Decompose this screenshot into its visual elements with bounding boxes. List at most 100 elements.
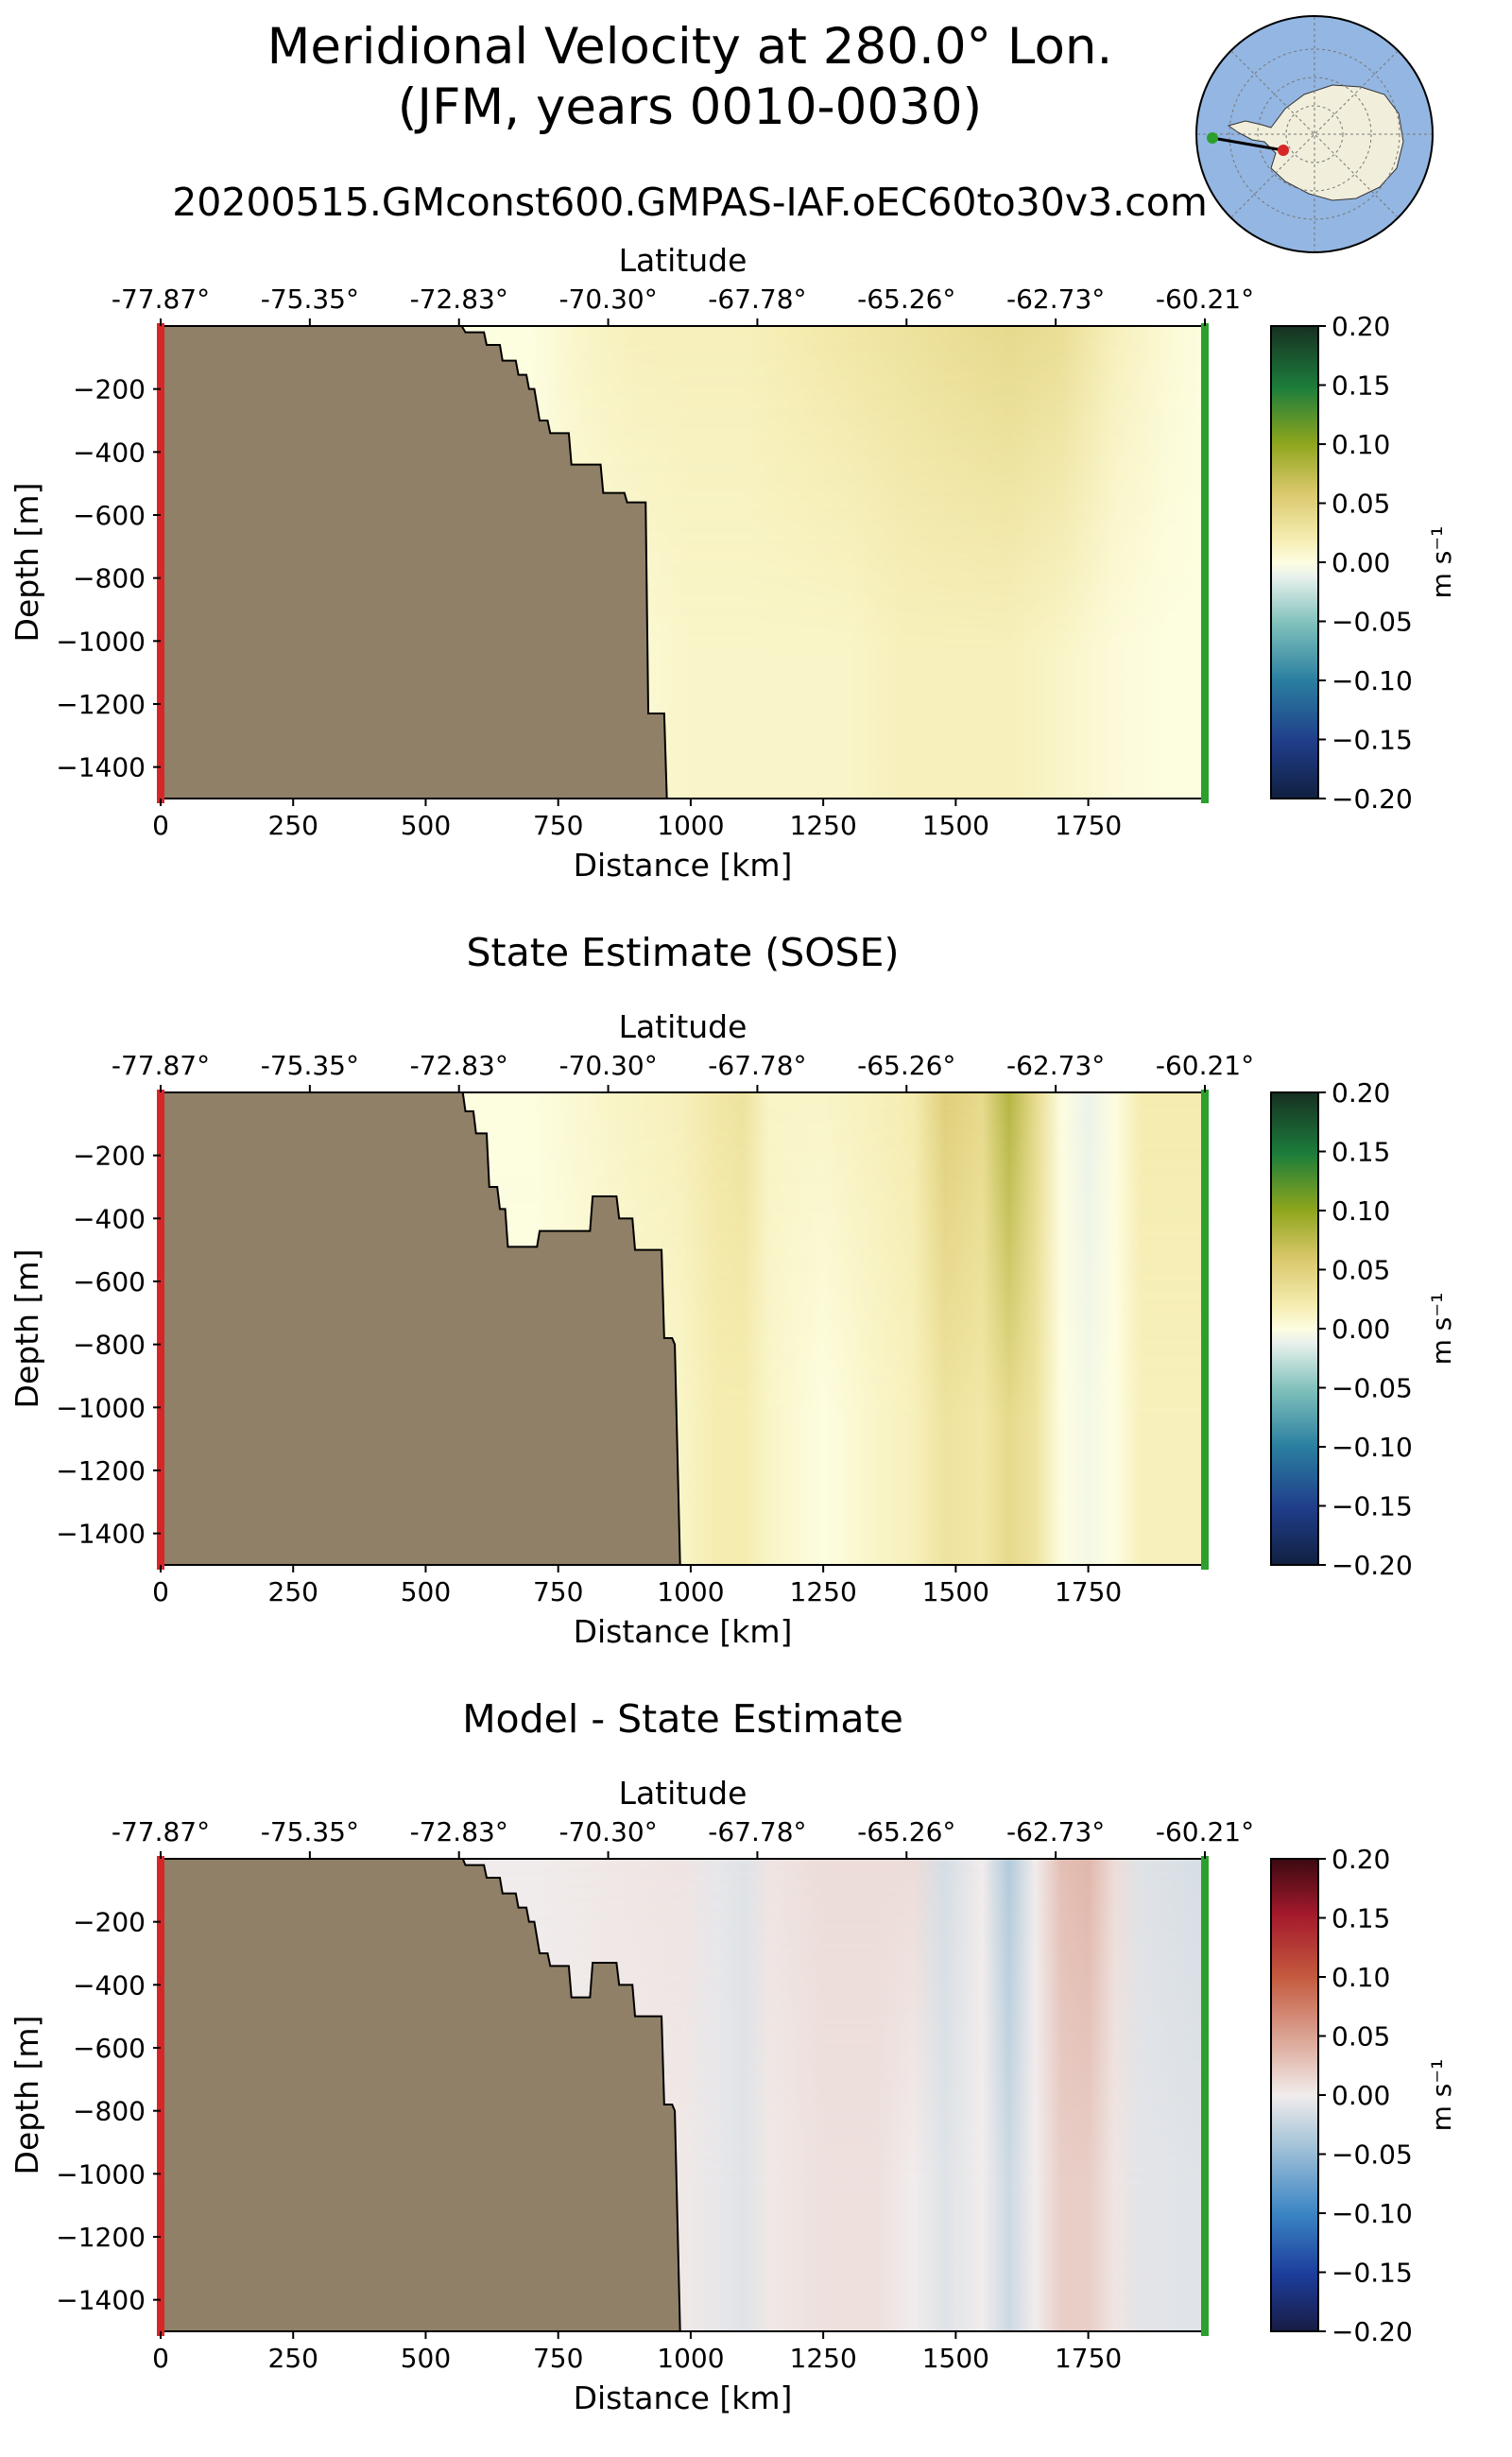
y-tick-label-sose: −1200 [56,1455,146,1486]
lat-tick-label-model: -77.87° [112,284,210,315]
colorbar-tick-label-difference: 0.00 [1332,2080,1390,2111]
x-axis-label-sose: Distance [km] [574,1613,793,1650]
lat-tick-label-difference: -77.87° [112,1816,210,1847]
y-tick-label-sose: −200 [73,1141,146,1172]
lat-tick-label-sose: -75.35° [261,1050,359,1081]
colorbar-tick-label-sose: 0.00 [1332,1314,1390,1345]
x-tick-label-model: 1750 [1055,810,1122,841]
colorbar-tick-label-model: 0.05 [1332,489,1390,520]
panel-sose: State Estimate (SOSE) 0 250 500 750 1000 1250 1… [9,930,1457,1650]
inset-map-section-end-marker [1207,132,1218,144]
lat-tick-label-model: -67.78° [708,284,806,315]
colorbar-tick-label-model: −0.15 [1332,725,1413,756]
lat-tick-label-sose: -77.87° [112,1050,210,1081]
y-tick-label-model: −600 [73,500,146,531]
lat-tick-label-model: -72.83° [410,284,508,315]
y-tick-label-model: −1400 [56,752,146,783]
x-tick-label-sose: 1500 [922,1576,989,1607]
x-tick-label-difference: 1750 [1055,2343,1122,2374]
x-tick-label-difference: 1500 [922,2343,989,2374]
lat-tick-label-model: -65.26° [857,284,955,315]
lat-tick-label-difference: -75.35° [261,1816,359,1847]
y-axis-label-sose: Depth [m] [9,1249,45,1409]
x-tick-label-sose: 1250 [790,1576,857,1607]
colorbar-tick-label-difference: 0.15 [1332,1903,1390,1934]
bathymetry-land-model [160,325,668,799]
colorbar-tick-label-difference: −0.20 [1332,2316,1413,2347]
x-tick-label-model: 500 [401,810,451,841]
figure-title-line1: Meridional Velocity at 280.0° Lon. [266,18,1113,76]
x-axis-label-model: Distance [km] [574,847,793,884]
lat-tick-label-sose: -72.83° [410,1050,508,1081]
run-name: 20200515.GMconst600.GMPAS-IAF.oEC60to30v… [172,180,1208,225]
colorbar-difference [1270,1858,1319,2332]
y-tick-label-difference: −1200 [56,2222,146,2253]
y-tick-label-model: −1000 [56,626,146,657]
x-tick-label-model: 750 [533,810,583,841]
lat-tick-label-model: -62.73° [1006,284,1105,315]
colorbar-tick-label-difference: 0.20 [1332,1844,1390,1875]
lat-tick-label-difference: -67.78° [708,1816,806,1847]
y-tick-label-sose: −600 [73,1266,146,1297]
colorbar-tick-label-difference: −0.05 [1332,2139,1413,2171]
colorbar-tick-label-model: 0.15 [1332,370,1390,402]
colorbar-tick-label-sose: 0.20 [1332,1077,1390,1108]
colorbar-tick-label-sose: −0.05 [1332,1373,1413,1404]
y-tick-label-difference: −1400 [56,2285,146,2316]
lat-tick-label-model: -60.21° [1156,284,1254,315]
x-tick-label-difference: 250 [268,2343,318,2374]
lat-tick-label-model: -75.35° [261,284,359,315]
colorbar-tick-label-sose: 0.10 [1332,1195,1390,1227]
colorbar-tick-label-model: −0.05 [1332,607,1413,638]
bathymetry-land-difference [160,1858,681,2332]
y-axis-label-difference: Depth [m] [9,2016,45,2175]
y-tick-label-sose: −800 [73,1330,146,1361]
bathymetry-land-sose [160,1091,681,1566]
colorbar-tick-label-model: 0.20 [1332,311,1390,342]
x-tick-label-difference: 750 [533,2343,583,2374]
colorbar-tick-label-sose: 0.15 [1332,1137,1390,1168]
y-tick-label-difference: −200 [73,1907,146,1938]
panel-difference: Model - State Estimate 0 250 500 750 1000 1250… [9,1696,1457,2416]
colorbar-model [1270,325,1319,799]
figure-title-line2: (JFM, years 0010-0030) [397,78,983,136]
lat-axis-label-model: Latitude [619,242,747,279]
colorbar-tick-label-sose: 0.05 [1332,1255,1390,1286]
x-tick-label-sose: 1750 [1055,1576,1122,1607]
colorbar-sose [1270,1091,1319,1566]
colorbar-tick-label-sose: −0.10 [1332,1432,1413,1463]
x-tick-label-difference: 1250 [790,2343,857,2374]
lat-tick-label-difference: -70.30° [558,1816,657,1847]
x-tick-label-sose: 500 [401,1576,451,1607]
colorbar-tick-label-sose: −0.15 [1332,1491,1413,1522]
lat-tick-label-model: -70.30° [558,284,657,315]
y-axis-label-model: Depth [m] [9,483,45,643]
y-tick-label-sose: −1400 [56,1519,146,1550]
x-tick-label-sose: 250 [268,1576,318,1607]
inset-map-graticule [1197,17,1432,251]
lat-tick-label-difference: -60.21° [1156,1816,1254,1847]
panel-model: 0 250 500 750 1000 1250 1500 1750 Distance [km] −… [9,242,1457,884]
colorbar-label-sose: m s⁻¹ [1426,1293,1457,1366]
x-axis-label-difference: Distance [km] [574,2380,793,2416]
y-tick-label-model: −400 [73,437,146,468]
colorbar-tick-label-sose: −0.20 [1332,1550,1413,1581]
lat-tick-label-difference: -62.73° [1006,1816,1105,1847]
lat-tick-label-sose: -65.26° [857,1050,955,1081]
y-tick-label-model: −800 [73,563,146,594]
y-tick-label-model: −200 [73,374,146,405]
inset-map-antarctica [1227,84,1404,201]
colorbar-tick-label-model: −0.10 [1332,665,1413,696]
y-tick-label-sose: −400 [73,1203,146,1234]
inset-map-section-start-marker [1278,145,1289,156]
y-tick-label-difference: −1000 [56,2158,146,2190]
lat-tick-label-sose: -67.78° [708,1050,806,1081]
y-tick-label-difference: −400 [73,1969,146,2001]
colorbar-tick-label-model: −0.20 [1332,783,1413,815]
inset-map [1195,15,1434,253]
x-tick-label-sose: 0 [152,1576,169,1607]
lat-axis-label-sose: Latitude [619,1008,747,1045]
lat-tick-label-difference: -72.83° [410,1816,508,1847]
x-tick-label-sose: 750 [533,1576,583,1607]
